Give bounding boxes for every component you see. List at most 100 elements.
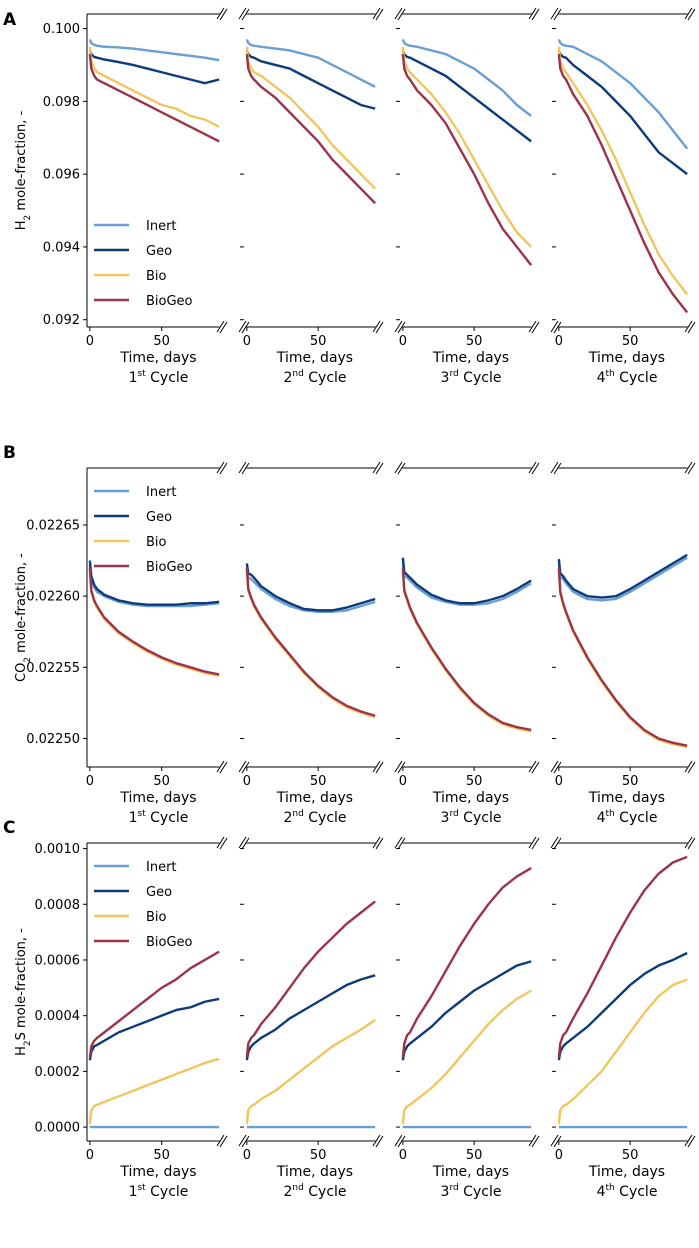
axis-break-mark xyxy=(684,320,696,334)
series-line-geo xyxy=(557,49,688,176)
y-tick-label: 0.02260 xyxy=(26,590,80,605)
y-tick-label: 0.100 xyxy=(43,22,80,37)
y-tick-label: 0.02265 xyxy=(26,518,80,533)
x-tick-label: 50 xyxy=(310,334,327,349)
x-tick-label: 50 xyxy=(153,334,170,349)
x-tick-label: 0 xyxy=(243,334,251,349)
axis-break-mark xyxy=(550,1134,562,1148)
series-lines xyxy=(557,553,688,749)
x-tick-label: 0 xyxy=(399,334,407,349)
series-line-biogeo xyxy=(557,53,689,314)
cycle-label: 3rd Cycle xyxy=(441,369,502,386)
x-tick-label: 50 xyxy=(310,774,327,789)
legend-label-geo: Geo xyxy=(146,244,172,259)
cycle-label: 1st Cycle xyxy=(129,1183,189,1200)
series-line-inert xyxy=(88,39,220,62)
x-tick-label: 0 xyxy=(555,774,563,789)
cycle-ordinal-suffix: th xyxy=(605,809,614,819)
y-axis-label-prefix: H xyxy=(14,220,29,230)
series-line-inert xyxy=(245,567,376,613)
x-tick-label: 0 xyxy=(86,334,94,349)
x-axis-label: Time, days xyxy=(119,790,196,806)
axis-break-mark xyxy=(550,7,562,21)
axis-break-mark xyxy=(238,760,250,774)
y-tick-label: 0.0008 xyxy=(35,898,81,913)
axis-break-mark xyxy=(238,320,250,334)
y-tick-label: 0.092 xyxy=(43,313,80,328)
axis-break-mark xyxy=(372,836,384,850)
x-axis-label: Time, days xyxy=(432,1164,509,1180)
x-tick-label: 50 xyxy=(466,334,483,349)
cycle-label: 4th Cycle xyxy=(597,369,658,386)
series-line-bio xyxy=(557,978,688,1125)
legend-label-geo: Geo xyxy=(146,510,172,525)
series-lines xyxy=(88,39,220,143)
legend: Inert Geo Bio BioGeo xyxy=(94,219,193,309)
series-line-geo xyxy=(245,974,376,1061)
axis-break-mark xyxy=(550,836,562,850)
series-line-bio xyxy=(245,46,377,190)
y-axis-label-prefix: H xyxy=(14,1046,29,1056)
cycle-ordinal: 3 xyxy=(441,810,450,826)
x-axis-label: Time, days xyxy=(276,1164,353,1180)
x-tick-label: 50 xyxy=(466,774,483,789)
series-line-bio xyxy=(557,570,688,749)
cycle-ordinal: 2 xyxy=(283,370,292,386)
cycle-label: 4th Cycle xyxy=(597,809,658,826)
series-line-biogeo xyxy=(88,950,220,1058)
x-tick-label: 50 xyxy=(466,1148,483,1163)
cycle-word: Cycle xyxy=(459,370,502,386)
axis-break-gap xyxy=(238,760,250,774)
axis-break-mark xyxy=(216,461,228,475)
series-line-geo xyxy=(557,553,688,599)
x-tick-label: 0 xyxy=(399,1148,407,1163)
axis-break-gap xyxy=(216,836,228,850)
axis-break-gap xyxy=(684,760,696,774)
panel-letter: B xyxy=(3,443,16,463)
cycle-label: 3rd Cycle xyxy=(441,1183,502,1200)
axis-break-gap xyxy=(684,320,696,334)
x-axis-label: Time, days xyxy=(276,350,353,366)
axis-break-mark xyxy=(684,7,696,21)
axis-break-gap xyxy=(372,836,384,850)
y-axis-label-prefix: CO xyxy=(14,663,29,682)
x-axis-label: Time, days xyxy=(119,1164,196,1180)
series-lines xyxy=(245,900,376,1129)
panel-letter: A xyxy=(3,10,17,30)
x-tick-label: 50 xyxy=(310,1148,327,1163)
cycle-word: Cycle xyxy=(459,810,502,826)
axis-break-mark xyxy=(528,836,540,850)
axis-break-mark xyxy=(394,760,406,774)
y-axis-label-subscript: 2 xyxy=(23,1040,33,1046)
axis-break-gap xyxy=(528,320,540,334)
axis-break-mark xyxy=(216,7,228,21)
y-tick-label: 0.094 xyxy=(43,240,80,255)
cycle-label: 3rd Cycle xyxy=(441,809,502,826)
y-axis-label-subscript: 2 xyxy=(23,657,33,663)
x-tick-label: 50 xyxy=(622,774,639,789)
axis-break-gap xyxy=(216,760,228,774)
axis-break-mark xyxy=(216,760,228,774)
series-line-biogeo xyxy=(401,567,532,732)
x-tick-label: 50 xyxy=(153,774,170,789)
axis-break-gap xyxy=(238,320,250,334)
series-line-geo xyxy=(401,557,532,605)
x-axis-label: Time, days xyxy=(588,790,665,806)
axis-break-gap xyxy=(372,461,384,475)
series-line-biogeo xyxy=(245,900,376,1058)
cycle-ordinal-suffix: rd xyxy=(449,369,458,379)
axis-break-gap xyxy=(394,320,406,334)
axis-break-gap xyxy=(372,7,384,21)
cycle-ordinal-suffix: st xyxy=(137,809,146,819)
y-tick-label: 0.02255 xyxy=(26,661,80,676)
panel-A: AH2 mole-fraction, -0.1000.0980.0960.094… xyxy=(3,7,696,386)
axis-break-gap xyxy=(684,1134,696,1148)
